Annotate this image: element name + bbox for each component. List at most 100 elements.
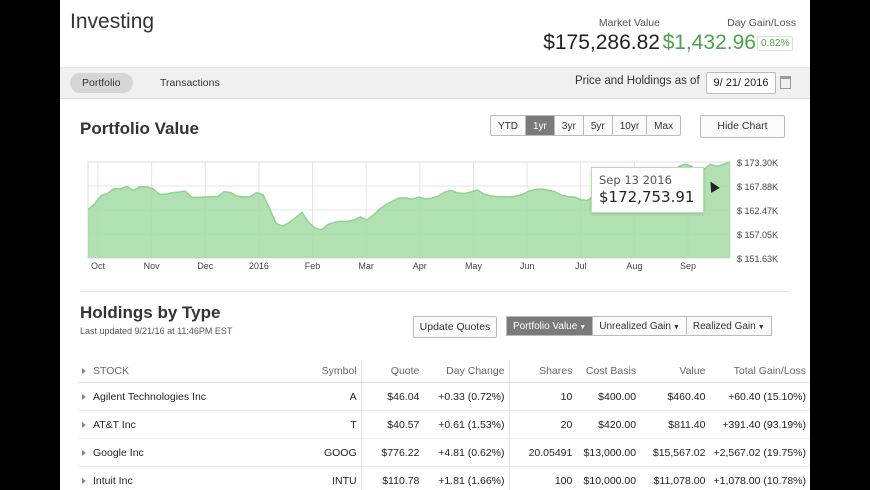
x-tick-label: Oct — [91, 261, 106, 271]
stock-quote: $46.04 — [361, 382, 424, 411]
x-tick-label: 2016 — [249, 261, 269, 271]
stock-shares: 10 — [509, 382, 577, 411]
column-header-symbol[interactable]: Symbol — [303, 360, 362, 383]
stock-shares: 20 — [509, 410, 577, 439]
market-value-label: Market Value — [598, 17, 660, 29]
stock-total-gain: +60.40 (15.10%) — [709, 382, 810, 411]
column-header-cost-basis[interactable]: Cost Basis — [576, 360, 641, 383]
table-row[interactable]: Intuit Inc INTU $110.78 +1.81 (1.66%) 10… — [78, 466, 810, 490]
range-ytd-button[interactable]: YTD — [490, 115, 526, 136]
stock-day-change: +0.61 (1.53%) — [423, 410, 510, 439]
column-header-total-gain[interactable]: Total Gain/Loss — [709, 360, 810, 383]
stock-value: $811.40 — [640, 410, 710, 439]
hide-chart-button[interactable]: Hide Chart — [700, 115, 785, 138]
stock-total-gain: +1,078.00 (10.78%) — [709, 466, 810, 490]
table-row[interactable]: Agilent Technologies Inc A $46.04 +0.33 … — [78, 382, 810, 411]
tooltip-date: Sep 13 2016 — [599, 173, 672, 187]
y-tick-label: $ 162.47K — [737, 206, 778, 216]
as-of-date-field[interactable]: 9/ 21/ 2016 — [706, 72, 776, 94]
column-header-shares[interactable]: Shares — [509, 360, 577, 383]
view-unrealized-gain-label: Unrealized Gain — [599, 321, 671, 332]
stock-symbol: INTU — [303, 466, 362, 490]
stock-day-change: +1.81 (1.66%) — [423, 466, 510, 490]
x-tick-label: Dec — [197, 261, 214, 271]
chevron-down-icon: ▼ — [672, 324, 680, 331]
update-quotes-button[interactable]: Update Quotes — [413, 316, 497, 338]
expand-icon — [82, 368, 86, 375]
expand-row-icon[interactable] — [82, 477, 86, 484]
stock-symbol: A — [303, 382, 362, 411]
stock-cost-basis: $420.00 — [576, 410, 641, 439]
y-tick-label: $ 157.05K — [737, 230, 778, 240]
column-header-stock[interactable]: STOCK — [78, 360, 304, 383]
view-portfolio-value-label: Portfolio Value — [513, 321, 578, 332]
tooltip-value: $172,753.91 — [599, 188, 695, 206]
stock-quote: $776.22 — [361, 438, 424, 467]
x-tick-label: Apr — [413, 261, 427, 271]
x-tick-label: Jun — [520, 261, 535, 271]
section-divider — [80, 291, 790, 292]
range-1yr-button[interactable]: 1yr — [526, 115, 555, 136]
day-gain-percent-badge: 0.82% — [757, 36, 794, 51]
expand-row-icon[interactable] — [82, 421, 86, 428]
investing-window: Investing Market Value $175,286.82 Day G… — [60, 0, 810, 490]
range-max-button[interactable]: Max — [647, 115, 682, 136]
y-tick-label: $ 173.30K — [737, 158, 778, 168]
stock-day-change: +4.81 (0.62%) — [423, 438, 510, 467]
x-tick-label: Mar — [358, 261, 374, 271]
view-portfolio-value-button[interactable]: Portfolio Value ▼ — [506, 316, 594, 336]
market-value: $175,286.82 — [543, 31, 660, 54]
view-realized-gain-label: Realized Gain — [692, 321, 756, 332]
holdings-title: Holdings by Type — [80, 303, 221, 322]
stock-total-gain: +2,567.02 (19.75%) — [709, 438, 810, 467]
x-tick-label: Aug — [626, 261, 642, 271]
table-row[interactable]: AT&T Inc T $40.57 +0.61 (1.53%) 20 $420.… — [78, 410, 810, 439]
chart-tooltip: Sep 13 2016 $172,753.91 — [591, 167, 704, 213]
range-10yr-button[interactable]: 10yr — [612, 115, 648, 136]
column-header-value[interactable]: Value — [640, 360, 710, 383]
day-gain-label: Day Gain/Loss — [727, 17, 796, 29]
app-title: Investing — [70, 10, 155, 33]
last-updated-text: Last updated 9/21/16 at 11:46PM EST — [80, 326, 233, 336]
stock-name: Google Inc — [93, 446, 144, 459]
stock-cost-basis: $13,000.00 — [576, 438, 641, 467]
x-tick-label: May — [465, 261, 483, 271]
x-tick-label: Sep — [680, 261, 696, 271]
tab-bar: Portfolio Transactions Price and Holding… — [60, 67, 810, 99]
stock-quote: $40.57 — [361, 410, 424, 439]
column-header-label: STOCK — [93, 365, 129, 377]
column-header-day-change[interactable]: Day Change — [423, 360, 510, 383]
tab-portfolio[interactable]: Portfolio — [70, 73, 133, 93]
as-of-label: Price and Holdings as of — [575, 75, 700, 87]
chevron-down-icon: ▼ — [579, 324, 587, 331]
range-5yr-button[interactable]: 5yr — [583, 115, 613, 136]
x-tick-label: Jul — [575, 261, 587, 271]
expand-row-icon[interactable] — [82, 393, 86, 400]
y-tick-label: $ 151.63K — [737, 254, 778, 264]
column-header-quote[interactable]: Quote — [361, 360, 424, 383]
stock-symbol: T — [303, 410, 362, 439]
stock-name: AT&T Inc — [93, 418, 136, 431]
calendar-icon[interactable] — [780, 76, 791, 89]
day-gain-value: $1,432.96 — [662, 31, 756, 54]
y-tick-label: $ 167.88K — [737, 182, 778, 192]
stock-cost-basis: $10,000.00 — [576, 466, 641, 490]
chart-range-selector: YTD 1yr 3yr 5yr 10yr Max — [490, 115, 682, 136]
stock-value: $11,078.00 — [640, 466, 710, 490]
stock-name: Agilent Technologies Inc — [93, 390, 207, 403]
stock-total-gain: +391.40 (93.19%) — [709, 410, 810, 439]
stock-day-change: +0.33 (0.72%) — [423, 382, 510, 411]
expand-row-icon[interactable] — [82, 449, 86, 456]
range-3yr-button[interactable]: 3yr — [554, 115, 584, 136]
table-row[interactable]: Google Inc GOOG $776.22 +4.81 (0.62%) 20… — [78, 438, 810, 467]
stock-symbol: GOOG — [303, 438, 362, 467]
x-tick-label: Nov — [144, 261, 161, 271]
stock-quote: $110.78 — [361, 466, 424, 490]
portfolio-value-title: Portfolio Value — [80, 119, 200, 138]
holdings-table: STOCK Symbol Quote Day Change Shares Cos… — [78, 360, 810, 490]
view-realized-gain-button[interactable]: Realized Gain ▼ — [686, 316, 772, 336]
chevron-down-icon: ▼ — [757, 324, 765, 331]
stock-shares: 100 — [509, 466, 577, 490]
tab-transactions[interactable]: Transactions — [160, 77, 220, 89]
view-unrealized-gain-button[interactable]: Unrealized Gain ▼ — [593, 316, 687, 336]
